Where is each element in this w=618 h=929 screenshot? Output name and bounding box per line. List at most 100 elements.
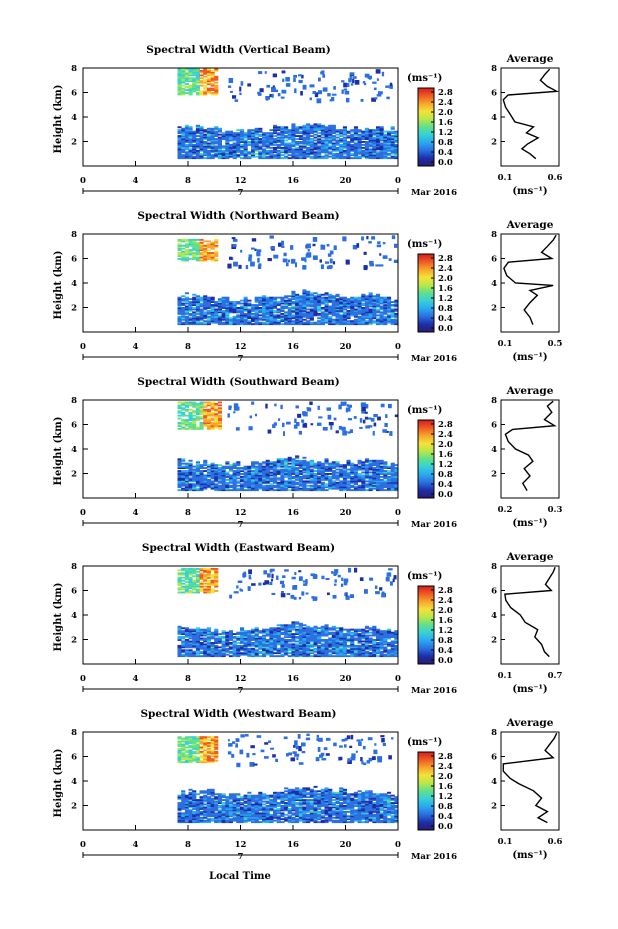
heatmap-cell: [273, 317, 278, 320]
heatmap-cell: [295, 323, 300, 326]
heatmap-cell: [280, 649, 285, 652]
heatmap-cell: [214, 321, 219, 324]
heatmap-cell: [184, 644, 189, 647]
heatmap-cell: [324, 152, 329, 155]
heatmap-cell: [368, 308, 373, 311]
heatmap-cell: [276, 304, 281, 306]
average-y-tick-label: 6: [491, 255, 497, 265]
heatmap-cell: [210, 243, 215, 246]
heatmap-cell: [306, 647, 311, 650]
heatmap-cell: [199, 249, 204, 252]
heatmap-cell: [390, 146, 395, 149]
heatmap-cell: [188, 402, 193, 405]
heatmap-cell: [228, 480, 233, 483]
heatmap-cell: [251, 484, 256, 487]
heatmap-cell: [188, 652, 193, 655]
heatmap-cell: [357, 143, 362, 146]
heatmap-cell: [269, 308, 274, 311]
heatmap-cell: [217, 426, 222, 429]
heatmap-cell: [291, 647, 296, 650]
heatmap-cell: [199, 127, 204, 130]
heatmap-cell: [251, 314, 256, 317]
heatmap-cell: [199, 483, 204, 486]
heatmap-cell: [368, 486, 373, 489]
heatmap-cell: [346, 305, 351, 308]
heatmap-cell: [251, 145, 256, 148]
heatmap-cell: [320, 317, 325, 320]
heatmap-cell: [254, 145, 259, 148]
heatmap-cell: [350, 129, 355, 132]
heatmap-cell: [333, 417, 337, 421]
heatmap-cell: [298, 295, 303, 298]
heatmap-cell: [225, 141, 230, 143]
heatmap-cell: [350, 302, 355, 305]
heatmap-cell: [210, 253, 215, 256]
heatmap-cell: [364, 474, 369, 477]
heatmap-cell: [206, 653, 211, 656]
heatmap-cell: [276, 624, 281, 627]
heatmap-cell: [309, 634, 314, 637]
heatmap-cell: [236, 301, 241, 303]
heatmap-cell: [331, 655, 336, 658]
heatmap-cell: [265, 304, 270, 306]
heatmap-cell: [203, 154, 208, 157]
heatmap-cell: [291, 136, 296, 139]
heatmap-cell: [184, 422, 189, 424]
heatmap-cell: [225, 642, 230, 644]
heatmap-cell: [309, 295, 314, 298]
heatmap-cell: [228, 655, 233, 658]
heatmap-cell: [214, 246, 219, 249]
heatmap-cell: [177, 258, 182, 260]
heatmap-cell: [269, 152, 274, 155]
heatmap-cell: [192, 473, 197, 475]
heatmap-cell: [269, 465, 274, 468]
heatmap-cell: [203, 253, 208, 256]
heatmap-cell: [225, 133, 230, 136]
heatmap-cell: [353, 473, 358, 475]
heatmap-cell: [287, 473, 292, 475]
heatmap-cell: [217, 149, 222, 152]
heatmap-cell: [192, 630, 197, 633]
heatmap-cell: [383, 148, 388, 151]
heatmap-cell: [276, 314, 281, 317]
heatmap-cell: [181, 480, 186, 483]
heatmap-cell: [383, 475, 388, 478]
heatmap-cell: [177, 320, 182, 323]
heatmap-cell: [309, 474, 314, 477]
heatmap-cell: [192, 643, 197, 646]
heatmap-cell: [184, 474, 189, 477]
heatmap-cell: [306, 312, 311, 315]
heatmap-cell: [269, 304, 274, 306]
heatmap-cell: [373, 422, 377, 427]
heatmap-cell: [195, 152, 200, 155]
heatmap-cell: [324, 473, 329, 475]
heatmap-cell: [236, 642, 241, 644]
heatmap-cell: [203, 252, 208, 254]
heatmap-cell: [280, 471, 285, 474]
heatmap-cell: [339, 650, 344, 653]
heatmap-cell: [276, 138, 281, 140]
heatmap-cell: [203, 653, 208, 656]
heatmap-cell: [184, 630, 189, 633]
heatmap-cell: [372, 470, 377, 472]
heatmap-cell: [317, 484, 322, 487]
heatmap-cell: [273, 644, 278, 647]
heatmap-cell: [210, 636, 215, 638]
heatmap-cell: [214, 475, 219, 478]
heatmap-cell: [291, 302, 296, 305]
heatmap-cell: [232, 646, 237, 649]
heatmap-cell: [181, 419, 186, 421]
heatmap-cell: [317, 148, 322, 151]
heatmap-cell: [210, 138, 215, 140]
heatmap-cell: [232, 477, 237, 480]
heatmap-cell: [195, 299, 200, 302]
heatmap-cell: [390, 470, 395, 472]
heatmap-cell: [195, 628, 200, 631]
heatmap-cell: [217, 127, 222, 130]
heatmap-cell: [262, 136, 267, 139]
heatmap-cell: [195, 256, 200, 259]
heatmap-cell: [339, 149, 344, 152]
heatmap-cell: [206, 133, 211, 136]
heatmap-cell: [298, 461, 303, 464]
heatmap-cell: [247, 486, 252, 489]
